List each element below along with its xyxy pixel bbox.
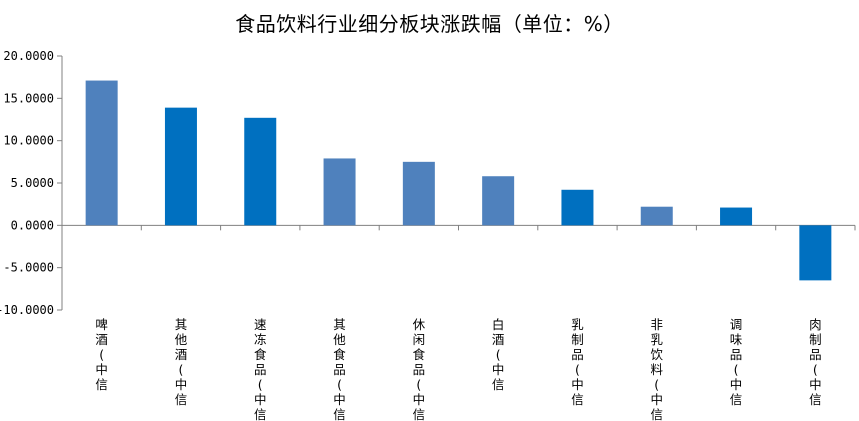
plot-area: 20.0000 15.0000 10.0000 5.0000 0.0000 -5.0000… <box>0 49 856 421</box>
x-category-label: 其他酒(中信 <box>175 317 188 407</box>
y-tick-label: 10.0000 <box>3 134 54 148</box>
y-tick-label: 5.0000 <box>11 176 54 190</box>
y-tick-label: -10.0000 <box>0 303 54 317</box>
x-category-label: 肉制品(中信 <box>809 317 822 407</box>
y-tick-label: 20.0000 <box>3 49 54 63</box>
x-category-label: 调味品(中信 <box>730 317 743 407</box>
bar <box>561 189 594 226</box>
x-category-label: 速冻食品(中信 <box>254 317 267 421</box>
bar <box>799 225 832 281</box>
x-category-label: 白酒(中信 <box>492 317 505 392</box>
x-category-label: 休闲食品(中信 <box>413 317 426 421</box>
chart-title: 食品饮料行业细分板块涨跌幅（单位：%） <box>235 12 624 36</box>
bar <box>720 207 753 226</box>
bar <box>323 158 356 226</box>
bar <box>85 80 118 226</box>
bar <box>244 117 277 226</box>
x-category-label: 啤酒(中信 <box>95 317 108 392</box>
bar <box>402 161 435 226</box>
x-category-label: 非乳饮料(中信 <box>650 317 663 421</box>
y-tick-label: 15.0000 <box>3 91 54 105</box>
bar <box>482 176 515 226</box>
y-tick-label: -5.0000 <box>3 261 54 275</box>
x-category-label: 其他食品(中信 <box>333 317 346 421</box>
x-category-label: 乳制品(中信 <box>571 317 584 407</box>
y-tick-label: 0.0000 <box>11 218 54 232</box>
bar <box>164 107 197 226</box>
bar <box>640 206 673 226</box>
